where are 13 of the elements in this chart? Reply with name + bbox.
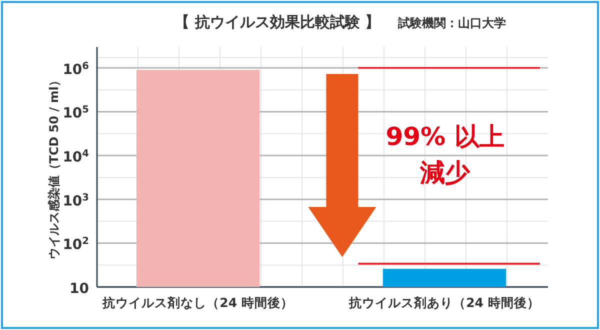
annotation: 99% 以上 (386, 122, 504, 151)
y-tick-label: 10 (70, 281, 90, 297)
chart-title: 【 抗ウイルス効果比較試験 】 (174, 13, 380, 31)
y-axis-title: ウイルス感染値（TCD 50 / ml） (47, 74, 61, 260)
chart-subtitle: 試験機関：山口大学 (397, 16, 506, 30)
x-tick-label: 抗ウイルス剤なし（24 時間後） (102, 295, 294, 310)
annotation: 減少 (419, 158, 471, 187)
y-tick-label: 10$^{3}$ (62, 192, 90, 210)
y-tick-label: 10$^{4}$ (62, 148, 90, 166)
y-tick-label: 10$^{5}$ (62, 104, 90, 122)
y-tick-label: 10$^{6}$ (62, 60, 90, 78)
y-tick-label: 10$^{2}$ (62, 236, 89, 254)
x-tick-label: 抗ウイルス剤あり（24 時間後） (348, 295, 540, 310)
